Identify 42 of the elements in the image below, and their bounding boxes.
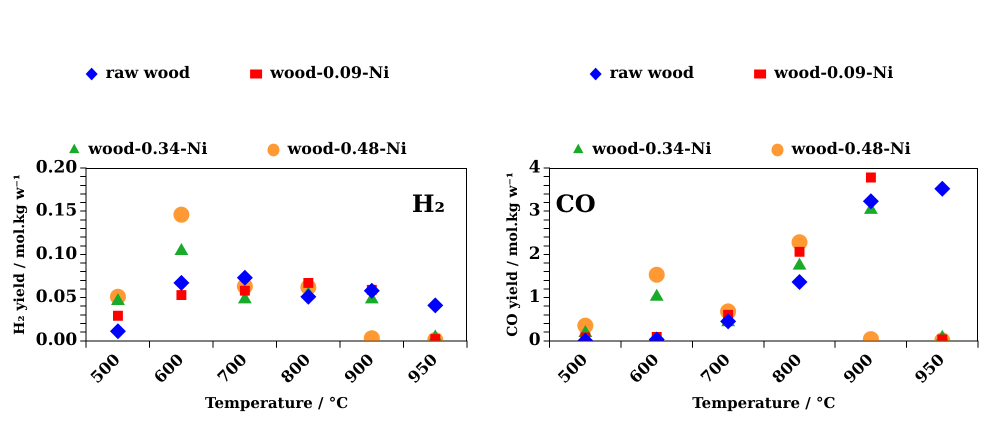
legend-label: wood-0.09-Ni [269,63,390,82]
y-tick-label: 0.10 [36,244,78,264]
annotation: H₂ [412,189,445,218]
y-tick-label: 0.05 [36,287,78,308]
legend-label: wood-0.48-Ni [286,139,407,158]
y-tick-label: 0.15 [36,200,78,221]
point [110,323,126,340]
legend-label: wood-0.34-Ni [591,139,712,158]
y-tick-label: 4 [528,157,541,178]
point [794,246,804,257]
point [792,274,808,290]
point [176,290,186,300]
legend-label: wood-0.09-Ni [773,63,894,82]
legend-label: raw wood [610,63,694,82]
x-tick-label: 700 [214,350,251,387]
x-axis-title: Temperature / °C [205,394,348,412]
y-axis-title: CO yield / mol.kg w⁻¹ [505,172,522,337]
point [236,270,253,286]
y-tick-label: 3 [528,200,541,221]
point [934,180,950,197]
legend-label: raw wood [106,63,190,82]
point [112,310,123,321]
point [650,288,664,301]
y-tick-label: 0.20 [36,157,78,178]
y-tick-label: 2 [528,244,541,264]
point [648,266,665,283]
y-tick-label: 1 [528,287,541,308]
x-axis-title: Temperature / °C [692,394,836,412]
legend-label: wood-0.48-Ni [790,139,911,158]
y-axis-title: H₂ yield / mol.kg w⁻¹ [12,174,28,335]
point [866,172,876,182]
y-tick-label: 0 [528,330,541,350]
annotation: CO [556,189,596,218]
point [364,282,380,299]
y-tick-label: 0.00 [36,330,78,350]
legend-label: wood-0.34-Ni [87,139,208,158]
point [427,297,444,314]
point [792,258,806,270]
point [173,206,190,223]
point [111,293,125,306]
point [862,193,879,210]
point [173,274,190,291]
